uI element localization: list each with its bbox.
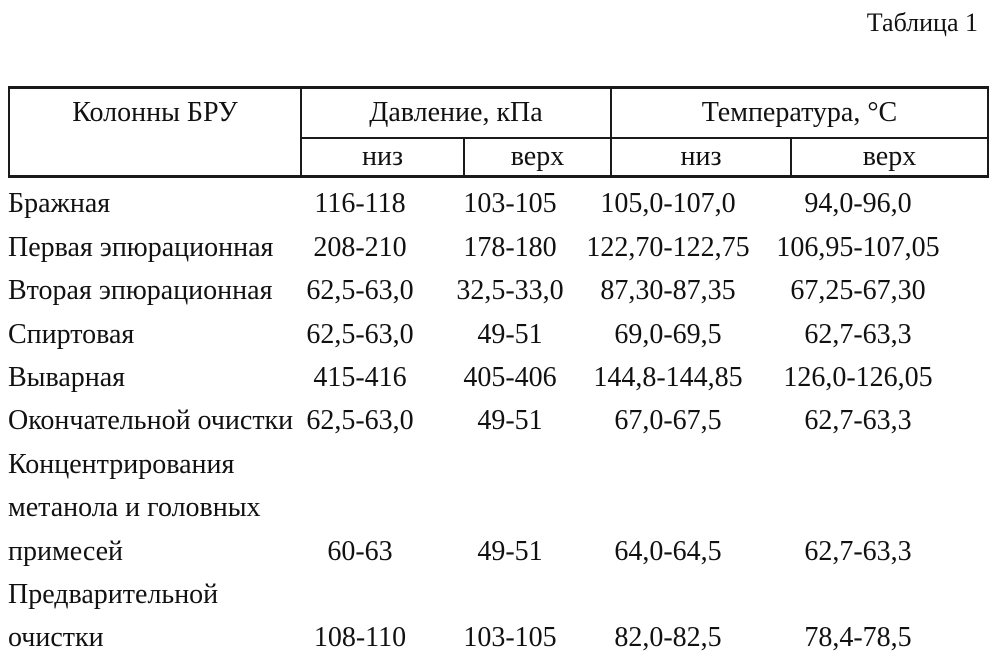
table-cell: 122,70-122,75 [586, 231, 750, 263]
table-cell: 62,5-63,0 [306, 318, 414, 350]
header-pressure-bottom: низ [302, 139, 465, 175]
table-cell: 62,7-63,3 [804, 318, 912, 350]
header-pressure-kpa: Давление, кПа [302, 89, 612, 139]
table-body: Бражная 116-118 103-105 105,0-107,0 94,0-96,… [8, 177, 968, 654]
table-cell: 32,5-33,0 [456, 275, 564, 307]
table-cell: 62,7-63,3 [804, 535, 912, 567]
table-row: Выварная 415-416 405-406 144,8-144,85 126,0-… [8, 351, 968, 394]
table-cell: 178-180 [463, 231, 557, 263]
table-row: Первая эпюрационная 208-210 178-180 122,70-… [8, 220, 968, 263]
table-cell: 67,0-67,5 [614, 405, 722, 437]
row-label: Концентрирования [8, 448, 235, 480]
table-cell: 64,0-64,5 [614, 535, 722, 567]
table-row: метанола и головных [8, 481, 968, 524]
row-label: очистки [8, 622, 104, 654]
table-cell: 67,25-67,30 [790, 275, 926, 307]
row-label: Вторая эпюрационная [8, 275, 273, 307]
table-cell: 82,0-82,5 [614, 622, 722, 654]
table-cell: 62,5-63,0 [306, 405, 414, 437]
header-temperature-bottom: низ [612, 139, 792, 175]
table-row: Вторая эпюрационная 62,5-63,0 32,5-33,0 87,… [8, 264, 968, 307]
table-cell: 144,8-144,85 [593, 361, 743, 393]
table-row: Спиртовая 62,5-63,0 49-51 69,0-69,5 62,7-63,… [8, 307, 968, 350]
row-label: Выварная [8, 361, 126, 393]
table-row: Предварительной [8, 568, 968, 611]
row-label: примесей [8, 535, 123, 567]
table-cell: 116-118 [314, 188, 406, 220]
row-label: Окончательной очистки [8, 405, 294, 437]
row-label: Бражная [8, 188, 111, 220]
table-caption: Таблица 1 [866, 8, 978, 37]
header-pressure-top: верх [465, 139, 612, 175]
table-cell: 94,0-96,0 [804, 188, 912, 220]
table-cell: 62,7-63,3 [804, 405, 912, 437]
table-cell: 78,4-78,5 [804, 622, 912, 654]
table-cell: 208-210 [313, 231, 407, 263]
row-label: Спиртовая [8, 318, 135, 350]
table-row: Концентрирования [8, 437, 968, 480]
table-cell: 105,0-107,0 [600, 188, 736, 220]
table-cell: 60-63 [327, 535, 393, 567]
table-row: примесей 60-63 49-51 64,0-64,5 62,7-63,3 [8, 524, 968, 567]
table-cell: 126,0-126,05 [783, 361, 933, 393]
header-columns-bru: Колонны БРУ [10, 89, 302, 175]
row-label: метанола и головных [8, 492, 261, 524]
table-row: Бражная 116-118 103-105 105,0-107,0 94,0-96,… [8, 177, 968, 220]
table-cell: 108-110 [313, 622, 407, 654]
table-cell: 103-105 [463, 188, 557, 220]
table-cell: 49-51 [477, 405, 543, 437]
header-temperature-c: Температура, °С [612, 89, 987, 139]
table-row: очистки 108-110 103-105 82,0-82,5 78,4-78,5 [8, 611, 968, 654]
table-cell: 106,95-107,05 [776, 231, 940, 263]
table-header: Колонны БРУ Давление, кПа Температура, °… [8, 86, 989, 178]
table-row: Окончательной очистки 62,5-63,0 49-51 67,0-… [8, 394, 968, 437]
table-cell: 49-51 [477, 318, 543, 350]
row-label: Предварительной [8, 578, 219, 610]
row-label: Первая эпюрационная [8, 231, 274, 263]
table-cell: 87,30-87,35 [600, 275, 736, 307]
table-cell: 103-105 [463, 622, 557, 654]
table-cell: 405-406 [463, 361, 557, 393]
table-cell: 62,5-63,0 [306, 275, 414, 307]
table-cell: 49-51 [477, 535, 543, 567]
header-temperature-top: верх [862, 141, 917, 172]
table-cell: 69,0-69,5 [614, 318, 722, 350]
table-cell: 415-416 [313, 361, 407, 393]
